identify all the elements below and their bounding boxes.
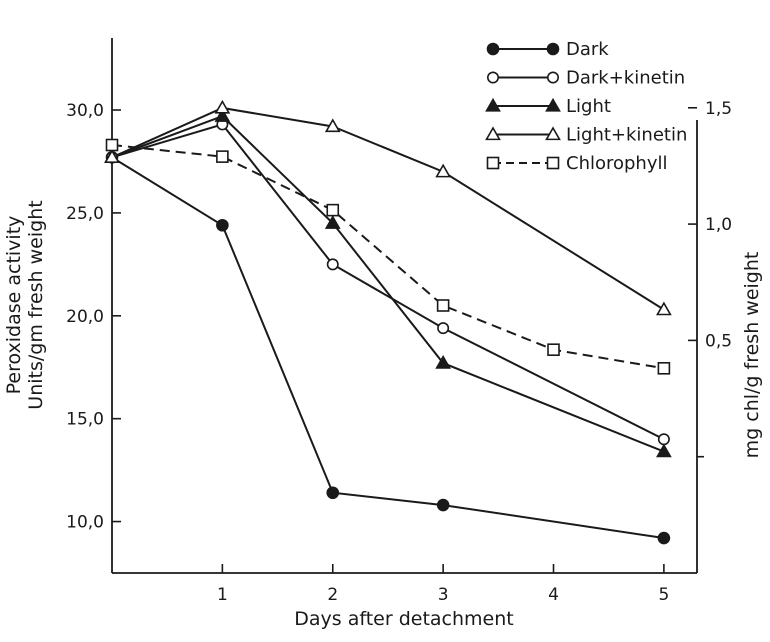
data-point-light-kinetin bbox=[324, 118, 341, 133]
legend-item-light: Light bbox=[485, 96, 611, 117]
data-point-chlorophyll bbox=[436, 299, 450, 312]
legend-marker bbox=[486, 71, 499, 84]
data-point-dark bbox=[657, 531, 671, 545]
data-point-dark-kinetin bbox=[437, 322, 450, 335]
legend-label: Dark+kinetin bbox=[566, 68, 685, 89]
right-axis-title: mg chl/g fresh weight bbox=[741, 252, 763, 459]
data-point-chlorophyll bbox=[547, 343, 560, 356]
series-markers bbox=[104, 99, 672, 545]
left-y-tick-label: 10,0 bbox=[66, 513, 104, 533]
left-y-tick-label: 15,0 bbox=[66, 410, 104, 430]
series-line-chlorophyll bbox=[111, 144, 665, 370]
legend-marker bbox=[546, 42, 560, 56]
series-line-dark bbox=[111, 156, 665, 540]
data-point-chlorophyll bbox=[105, 138, 119, 152]
left-y-tick-label: 20,0 bbox=[66, 307, 104, 327]
legend-item-dark: Dark bbox=[486, 39, 609, 60]
data-point-light bbox=[435, 355, 452, 369]
right-y-tick-label: 1,5 bbox=[705, 99, 732, 119]
legend-label: Dark bbox=[566, 39, 609, 60]
x-tick-label: 1 bbox=[217, 585, 228, 605]
data-point-light bbox=[656, 443, 672, 458]
data-point-dark-kinetin bbox=[326, 258, 339, 271]
legend-marker bbox=[546, 156, 560, 170]
x-tick-label: 4 bbox=[548, 585, 559, 605]
tick-labels: 1 2 3 4 5 10,0 15,0 20,0 25,0 30,0 0,5 1,0 1,5 bbox=[66, 99, 732, 605]
legend-label: Chlorophyll bbox=[566, 153, 668, 174]
left-y-tick-label: 25,0 bbox=[66, 204, 104, 224]
x-axis-title: Days after detachment bbox=[294, 608, 513, 630]
legend-marker bbox=[545, 126, 561, 141]
ticks bbox=[112, 106, 704, 573]
left-axis-title-line-1: Peroxidase activity bbox=[3, 216, 25, 395]
legend-label: Light bbox=[566, 96, 611, 117]
legend-marker bbox=[545, 97, 561, 112]
legend-marker bbox=[486, 42, 500, 56]
data-point-light-kinetin bbox=[435, 163, 452, 178]
x-tick-label: 2 bbox=[327, 585, 338, 605]
x-tick-label: 5 bbox=[658, 585, 669, 605]
axes bbox=[111, 38, 698, 574]
data-point-light-kinetin bbox=[656, 301, 672, 316]
data-point-light bbox=[324, 215, 341, 229]
right-y-tick-label: 0,5 bbox=[705, 331, 732, 351]
legend-item-light-kinetin: Light+kinetin bbox=[485, 125, 687, 146]
data-point-dark bbox=[436, 498, 450, 512]
legend-marker bbox=[486, 156, 500, 170]
legend-item-dark-kinetin: Dark+kinetin bbox=[486, 68, 685, 89]
data-point-dark bbox=[326, 486, 340, 500]
legend-marker bbox=[485, 97, 501, 112]
data-point-dark-kinetin bbox=[657, 433, 670, 446]
left-axis-title-line-2: Units/gm fresh weight bbox=[25, 200, 47, 409]
data-point-light-kinetin bbox=[104, 149, 120, 164]
x-tick-label: 3 bbox=[438, 585, 449, 605]
data-point-chlorophyll bbox=[326, 203, 340, 217]
right-y-tick-label: 1,0 bbox=[705, 215, 732, 235]
legend-marker bbox=[485, 126, 501, 141]
left-y-tick-label: 30,0 bbox=[66, 101, 104, 121]
legend-marker bbox=[546, 71, 559, 84]
legend-item-chlorophyll: Chlorophyll bbox=[486, 153, 668, 174]
legend-label: Light+kinetin bbox=[566, 125, 687, 146]
data-point-chlorophyll bbox=[216, 150, 229, 163]
legend: Dark Dark+kinetin Light Light+kinetin Chloro… bbox=[485, 39, 687, 174]
data-point-dark bbox=[216, 218, 229, 232]
data-point-light bbox=[214, 108, 231, 122]
data-point-light-kinetin bbox=[214, 99, 231, 114]
data-point-chlorophyll bbox=[657, 362, 671, 375]
